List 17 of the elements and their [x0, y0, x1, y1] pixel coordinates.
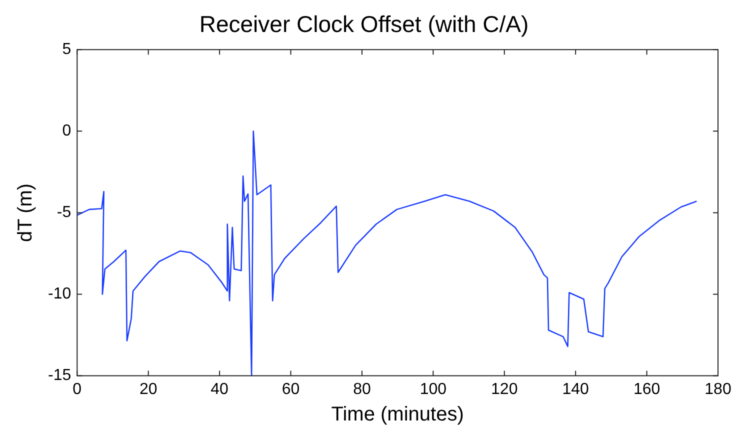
x-axis-title: Time (minutes): [331, 404, 464, 426]
x-tick-label: 40: [210, 380, 229, 398]
x-tick-label: 120: [491, 380, 518, 398]
x-tick-label: 140: [562, 380, 590, 398]
x-tick-label: 80: [353, 380, 371, 398]
x-tick-label: 20: [139, 380, 158, 398]
y-tick-label: -15: [48, 367, 72, 384]
y-tick-label: 5: [62, 41, 72, 58]
y-tick-label: -5: [56, 204, 72, 222]
x-tick-label: 60: [282, 380, 300, 398]
x-tick-label: 160: [633, 380, 660, 398]
x-tick-label: 180: [704, 380, 732, 398]
y-axis-title: dT (m): [14, 183, 37, 242]
y-tick-label: -10: [48, 286, 72, 303]
x-tick-label: 100: [420, 380, 447, 398]
y-tick-label: 0: [62, 122, 72, 140]
chart-title: Receiver Clock Offset (with C/A): [199, 11, 529, 38]
